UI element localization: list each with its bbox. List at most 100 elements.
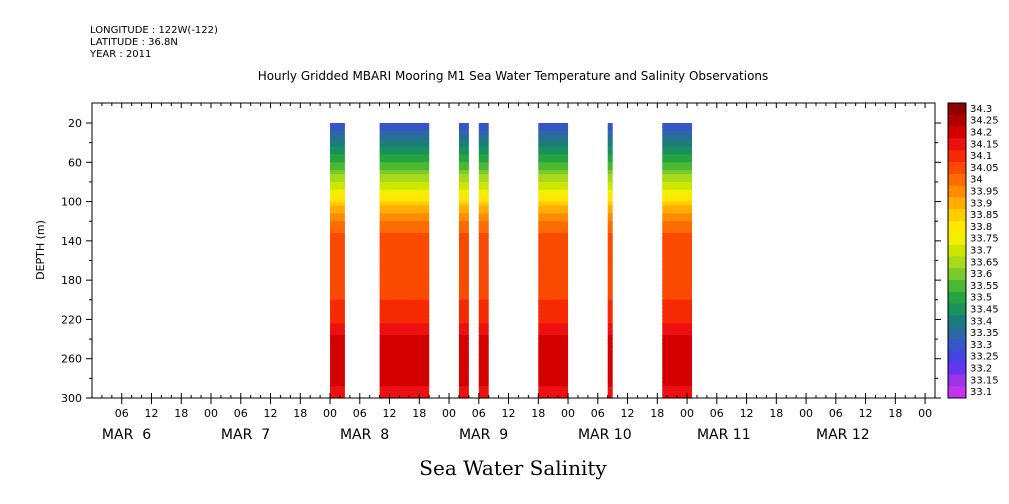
salinity-band: [330, 268, 345, 273]
salinity-band: [379, 158, 430, 163]
salinity-band: [607, 366, 613, 372]
salinity-band: [478, 217, 489, 222]
salinity-band: [458, 280, 469, 285]
x-tick-label: 06: [472, 407, 486, 420]
salinity-band: [607, 193, 613, 199]
salinity-band: [662, 264, 693, 269]
salinity-band: [662, 221, 693, 226]
salinity-band: [538, 213, 569, 218]
salinity-band: [330, 390, 345, 395]
salinity-band: [662, 248, 693, 254]
salinity-band: [458, 378, 469, 383]
salinity-band: [458, 185, 469, 191]
salinity-band: [662, 280, 693, 285]
plot-border: [91, 102, 936, 399]
salinity-band: [662, 146, 693, 152]
salinity-band: [478, 276, 489, 281]
salinity-band: [478, 189, 489, 195]
salinity-band: [458, 390, 469, 395]
colorbar-label: 33.65: [970, 257, 999, 268]
salinity-band: [379, 233, 430, 238]
salinity-band: [458, 217, 469, 222]
longitude-label: LONGITUDE : 122W(-122): [90, 25, 218, 36]
salinity-band: [607, 146, 613, 152]
salinity-band: [330, 288, 345, 293]
x-tick-label: 06: [234, 407, 248, 420]
salinity-band: [458, 150, 469, 156]
salinity-band: [607, 166, 613, 171]
colorbar-label: 33.3: [970, 340, 992, 351]
y-tick-label: 20: [68, 117, 82, 130]
salinity-band: [379, 354, 430, 360]
salinity-band: [330, 362, 345, 368]
salinity-band: [458, 319, 469, 324]
salinity-band: [478, 284, 489, 289]
salinity-band: [458, 276, 469, 281]
salinity-band: [458, 315, 469, 321]
colorbar-swatch: [948, 114, 966, 128]
salinity-band: [379, 134, 430, 140]
salinity-band: [607, 272, 613, 277]
salinity-band: [607, 394, 613, 399]
salinity-band: [478, 162, 489, 167]
salinity-band: [379, 217, 430, 222]
salinity-band: [458, 386, 469, 391]
colorbar-label: 33.4: [970, 316, 992, 327]
salinity-band: [538, 374, 569, 379]
salinity-band: [379, 346, 430, 352]
latitude-label: LATITUDE : 36.8N: [90, 37, 178, 48]
salinity-band: [538, 323, 569, 328]
salinity-band: [458, 213, 469, 218]
salinity-band: [662, 150, 693, 156]
salinity-band: [478, 201, 489, 207]
salinity-band: [330, 327, 345, 332]
salinity-band: [330, 315, 345, 321]
y-tick-label: 60: [68, 156, 82, 169]
salinity-band: [607, 264, 613, 269]
salinity-band: [458, 158, 469, 163]
colorbar-swatch: [948, 303, 966, 316]
salinity-band: [662, 217, 693, 222]
colorbar-label: 33.45: [970, 305, 999, 316]
salinity-band: [607, 233, 613, 238]
salinity-band: [458, 178, 469, 183]
salinity-band: [458, 197, 469, 203]
salinity-band: [379, 268, 430, 273]
salinity-band: [538, 205, 569, 211]
salinity-band: [379, 221, 430, 226]
salinity-band: [330, 150, 345, 156]
salinity-band: [330, 339, 345, 344]
salinity-band: [478, 142, 489, 148]
salinity-band: [330, 311, 345, 317]
salinity-band: [538, 233, 569, 238]
x-day-label: MAR 11: [697, 427, 751, 443]
salinity-band: [458, 331, 469, 336]
salinity-band: [662, 358, 693, 364]
salinity-band: [379, 323, 430, 328]
salinity-band: [330, 240, 345, 246]
salinity-band: [379, 280, 430, 285]
colorbar-label: 33.35: [970, 328, 999, 339]
salinity-band: [458, 394, 469, 399]
salinity-band: [478, 248, 489, 254]
salinity-band: [458, 233, 469, 238]
salinity-band: [662, 178, 693, 183]
salinity-band: [478, 154, 489, 159]
salinity-band: [607, 154, 613, 159]
salinity-band: [458, 382, 469, 387]
salinity-band: [379, 166, 430, 171]
salinity-band: [330, 307, 345, 313]
colorbar-label: 33.2: [970, 364, 992, 375]
salinity-band: [607, 319, 613, 324]
salinity-band: [538, 170, 569, 175]
salinity-band: [379, 366, 430, 372]
salinity-band: [458, 370, 469, 376]
salinity-band: [538, 366, 569, 372]
colorbar-label: 33.7: [970, 246, 992, 257]
colorbar-label: 33.95: [970, 187, 999, 198]
salinity-band: [379, 193, 430, 199]
salinity-band: [662, 366, 693, 372]
salinity-band: [662, 335, 693, 340]
salinity-band: [379, 213, 430, 218]
